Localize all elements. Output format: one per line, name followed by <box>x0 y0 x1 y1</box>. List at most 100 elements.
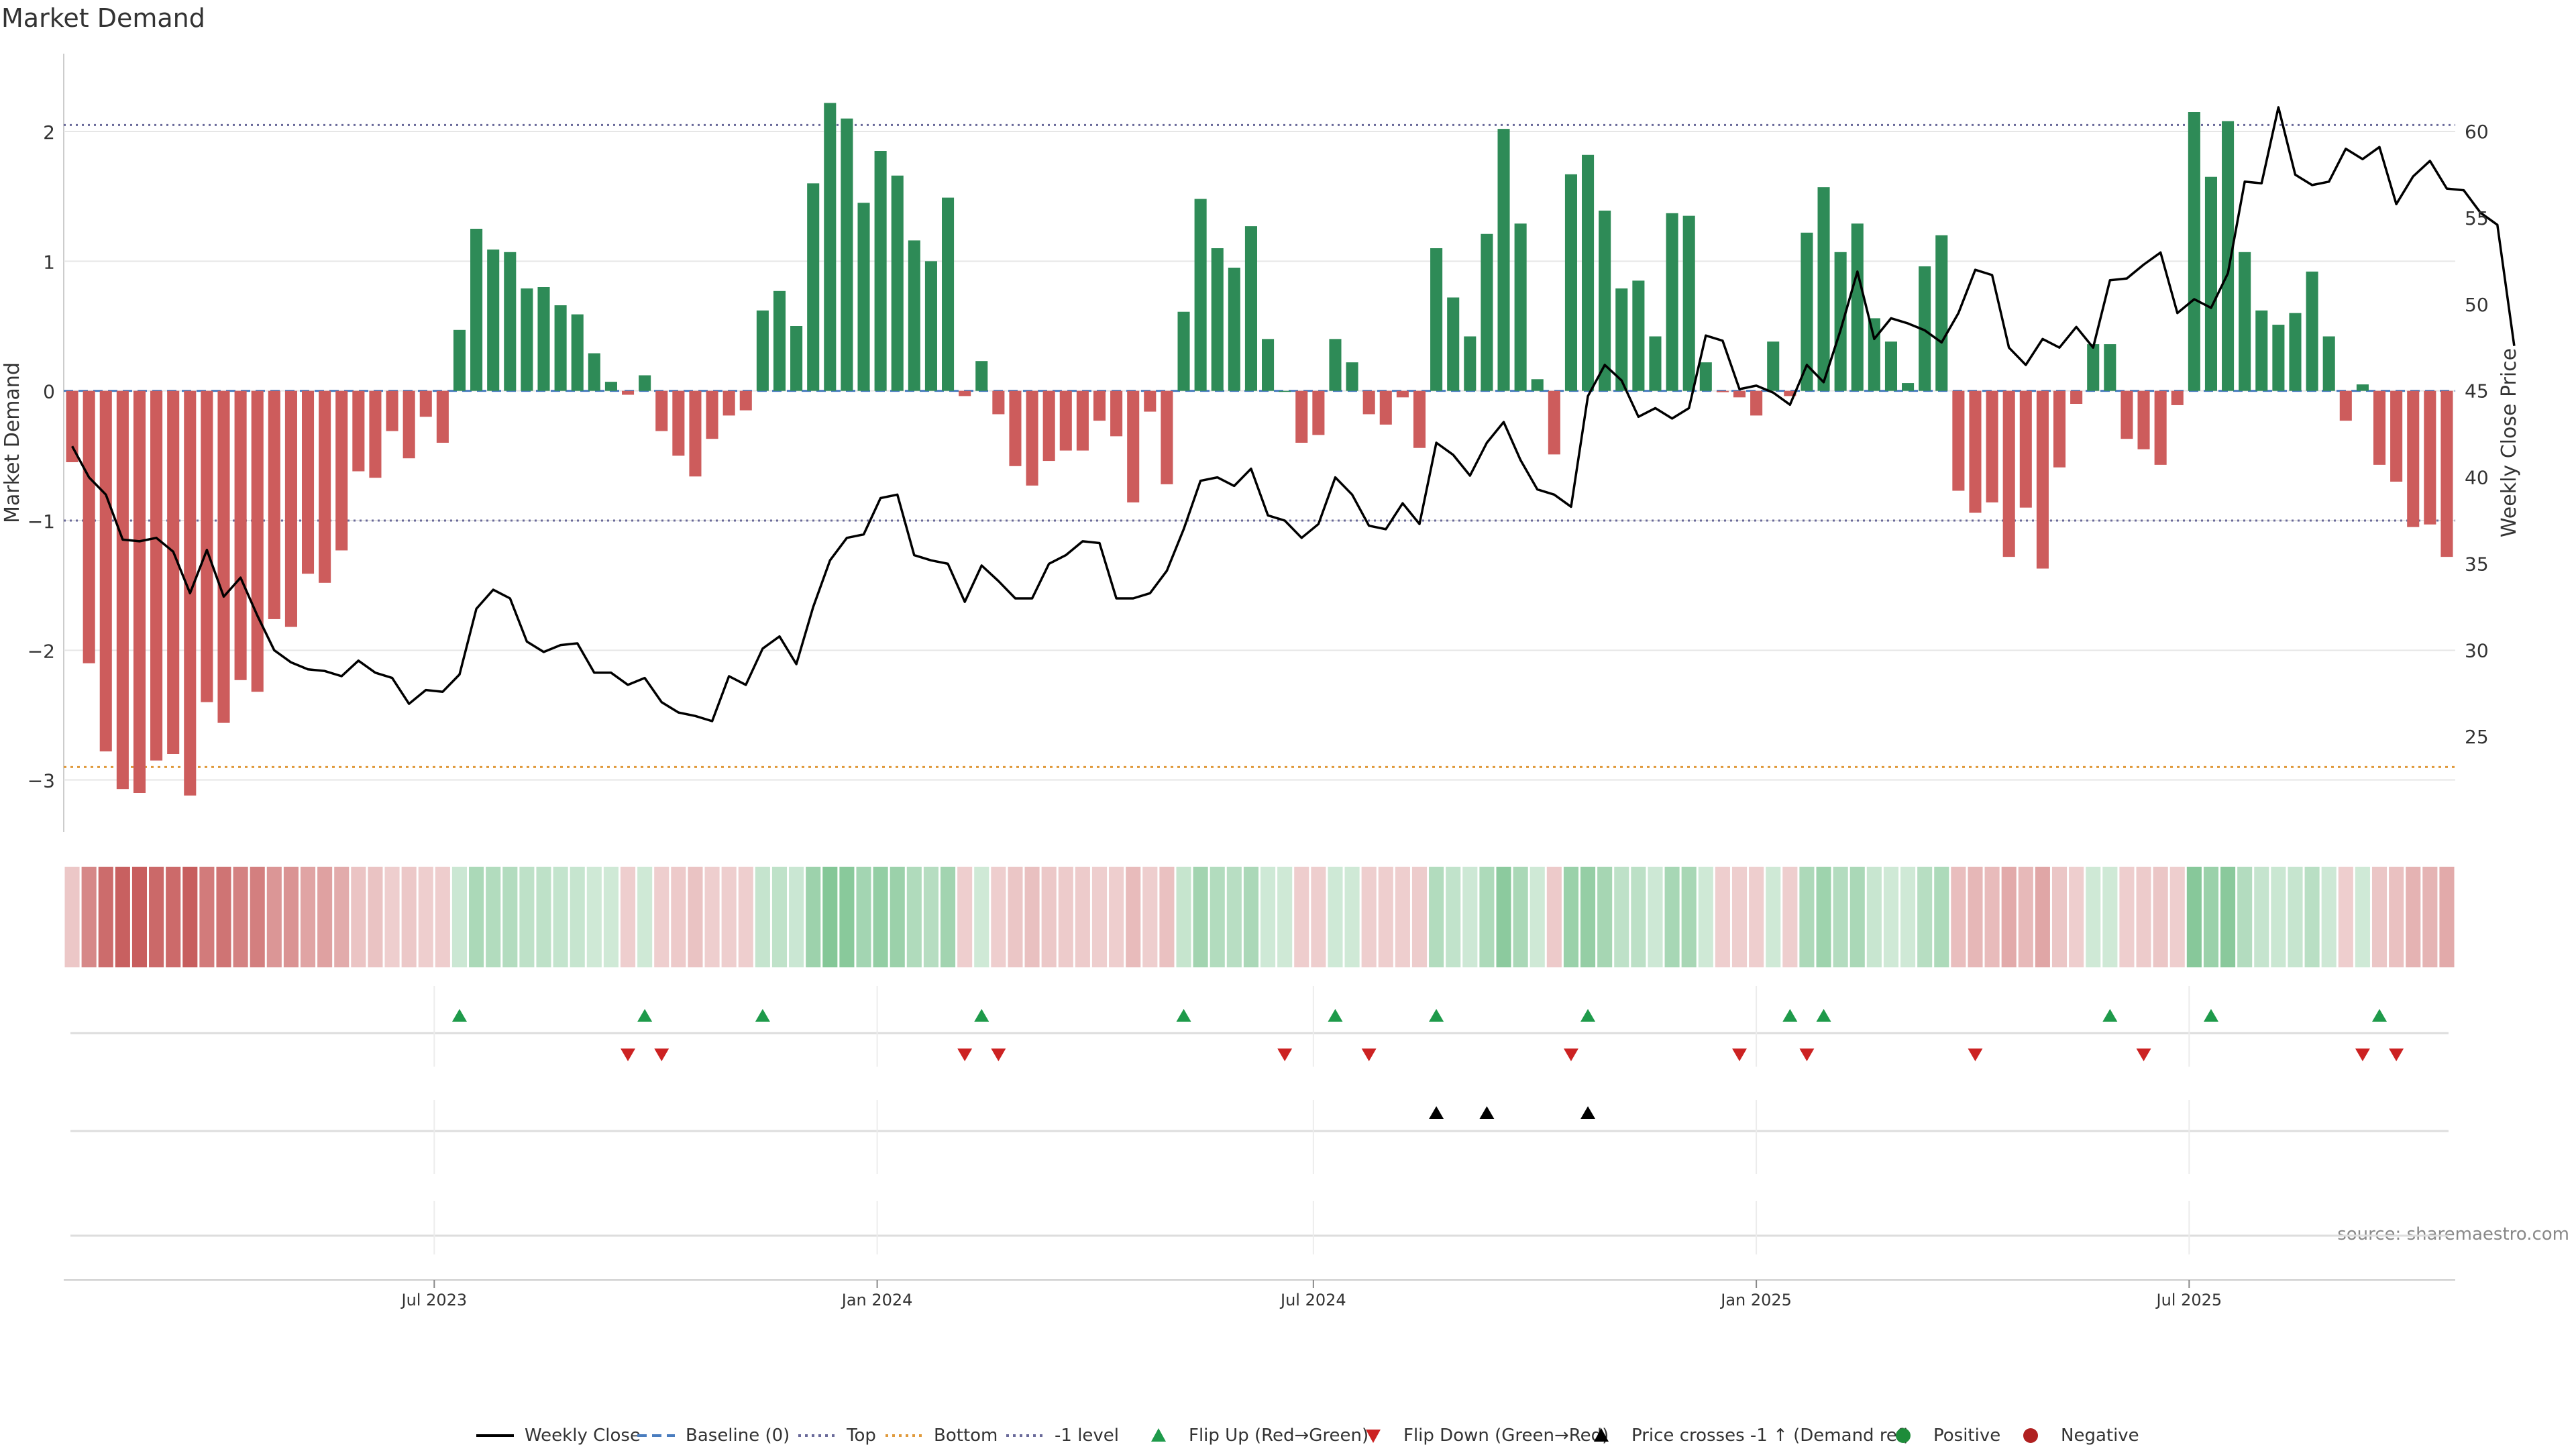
heat-cell <box>2338 867 2353 967</box>
demand-bar <box>2121 390 2133 439</box>
demand-bar <box>386 390 398 431</box>
heat-cell <box>789 867 804 967</box>
heat-cell <box>2119 867 2135 967</box>
heat-cell <box>2271 867 2286 967</box>
heat-cell <box>1294 867 1309 967</box>
demand-bar <box>1346 362 1358 391</box>
demand-bar <box>1262 339 1275 391</box>
heat-cell <box>2422 867 2438 967</box>
demand-bar <box>66 390 78 462</box>
heat-cell <box>2355 867 2370 967</box>
heat-cell <box>2001 867 2017 967</box>
heat-cell <box>1159 867 1175 967</box>
heat-cell <box>1799 867 1815 967</box>
y2-tick-label: 45 <box>2465 380 2489 402</box>
legend-item: Flip Down (Green→Red) <box>1366 1426 1609 1446</box>
flip-up-marker <box>1782 1009 1798 1022</box>
y-tick-label: 0 <box>43 381 55 403</box>
heat-cell <box>1546 867 1562 967</box>
flip-down-marker <box>957 1049 973 1061</box>
flip-up-marker <box>1580 1009 1596 1022</box>
demand-bar <box>234 390 247 680</box>
demand-bar <box>1379 390 1392 425</box>
heat-cell <box>1041 867 1057 967</box>
heat-cell <box>1328 867 1343 967</box>
heat-cell <box>2220 867 2236 967</box>
demand-bar <box>2239 252 2251 391</box>
legend-swatch <box>1594 1428 1609 1442</box>
demand-bar <box>807 183 820 391</box>
heat-cell <box>149 867 164 967</box>
heat-cell <box>923 867 938 967</box>
grid-lines <box>63 54 2455 1281</box>
heat-cell <box>822 867 838 967</box>
demand-bar <box>2104 344 2116 391</box>
y2-tick-label: 25 <box>2465 726 2489 748</box>
demand-bar <box>1396 390 1409 398</box>
heat-cell <box>1984 867 2000 967</box>
demand-bar <box>2222 121 2235 391</box>
heat-cell <box>1311 867 1326 967</box>
heat-cell <box>1142 867 1158 967</box>
heat-cell <box>401 867 417 967</box>
heat-cell <box>216 867 231 967</box>
demand-bar <box>2154 390 2167 465</box>
heat-cell <box>536 867 551 967</box>
x-tick-label: Jul 2023 <box>400 1291 467 1309</box>
heat-cell <box>1243 867 1258 967</box>
demand-bar <box>2188 112 2200 391</box>
heat-cell <box>771 867 788 967</box>
heat-cell <box>1446 867 1461 967</box>
demand-bar <box>1884 341 1897 391</box>
flip-down-marker <box>654 1049 669 1061</box>
heat-cell <box>2136 867 2151 967</box>
demand-bar <box>1548 390 1560 455</box>
flip-up-marker <box>2203 1009 2218 1022</box>
heat-cell <box>688 867 703 967</box>
y-tick-label: 1 <box>43 251 55 273</box>
legend-label: Flip Up (Red→Green) <box>1189 1426 1368 1446</box>
x-axis-ticks: Jul 2023 Jan 2024 Jul 2024 Jan 2025 Jul 2025 <box>400 1280 2222 1309</box>
demand-bar <box>1582 154 1595 391</box>
demand-bar <box>201 390 213 702</box>
legend-item: Bottom <box>885 1426 998 1446</box>
demand-bar <box>2356 384 2369 391</box>
demand-bar <box>1194 199 1207 391</box>
demand-bar <box>908 240 920 391</box>
chart-title: Market Demand <box>1 3 205 33</box>
demand-bar <box>1935 235 1948 391</box>
demand-bar <box>1615 288 1628 391</box>
flip-up-marker <box>1176 1009 1191 1022</box>
y2-tick-label: 40 <box>2465 467 2489 489</box>
legend-item: Top <box>798 1426 876 1446</box>
heat-cell <box>1513 867 1528 967</box>
demand-bar <box>1750 390 1763 416</box>
heat-cell <box>1210 867 1225 967</box>
demand-bar <box>2424 390 2436 525</box>
demand-bar <box>992 390 1005 415</box>
flip-up-marker <box>2102 1009 2118 1022</box>
heat-cell <box>131 867 148 967</box>
demand-bar <box>1362 390 1375 415</box>
heat-cell <box>2254 867 2269 967</box>
demand-bar <box>2053 390 2066 468</box>
price-series <box>71 106 2516 722</box>
demand-bar <box>2036 390 2049 569</box>
heat-cell <box>1749 867 1764 967</box>
demand-bar <box>1481 233 1493 391</box>
demand-bar <box>571 314 584 391</box>
demand-bar <box>1784 390 1796 396</box>
heat-cell <box>334 867 350 967</box>
heat-cell <box>2018 867 2033 967</box>
demand-bar <box>419 390 432 417</box>
demand-bar <box>150 390 163 761</box>
demand-bar <box>588 353 600 391</box>
y2-tick-label: 35 <box>2465 553 2489 575</box>
x-tick-label: Jul 2024 <box>1279 1291 1346 1309</box>
heat-cell <box>300 867 316 967</box>
demand-bar <box>604 382 617 391</box>
heat-cell <box>957 867 973 967</box>
x-tick-label: Jul 2025 <box>2155 1291 2222 1309</box>
